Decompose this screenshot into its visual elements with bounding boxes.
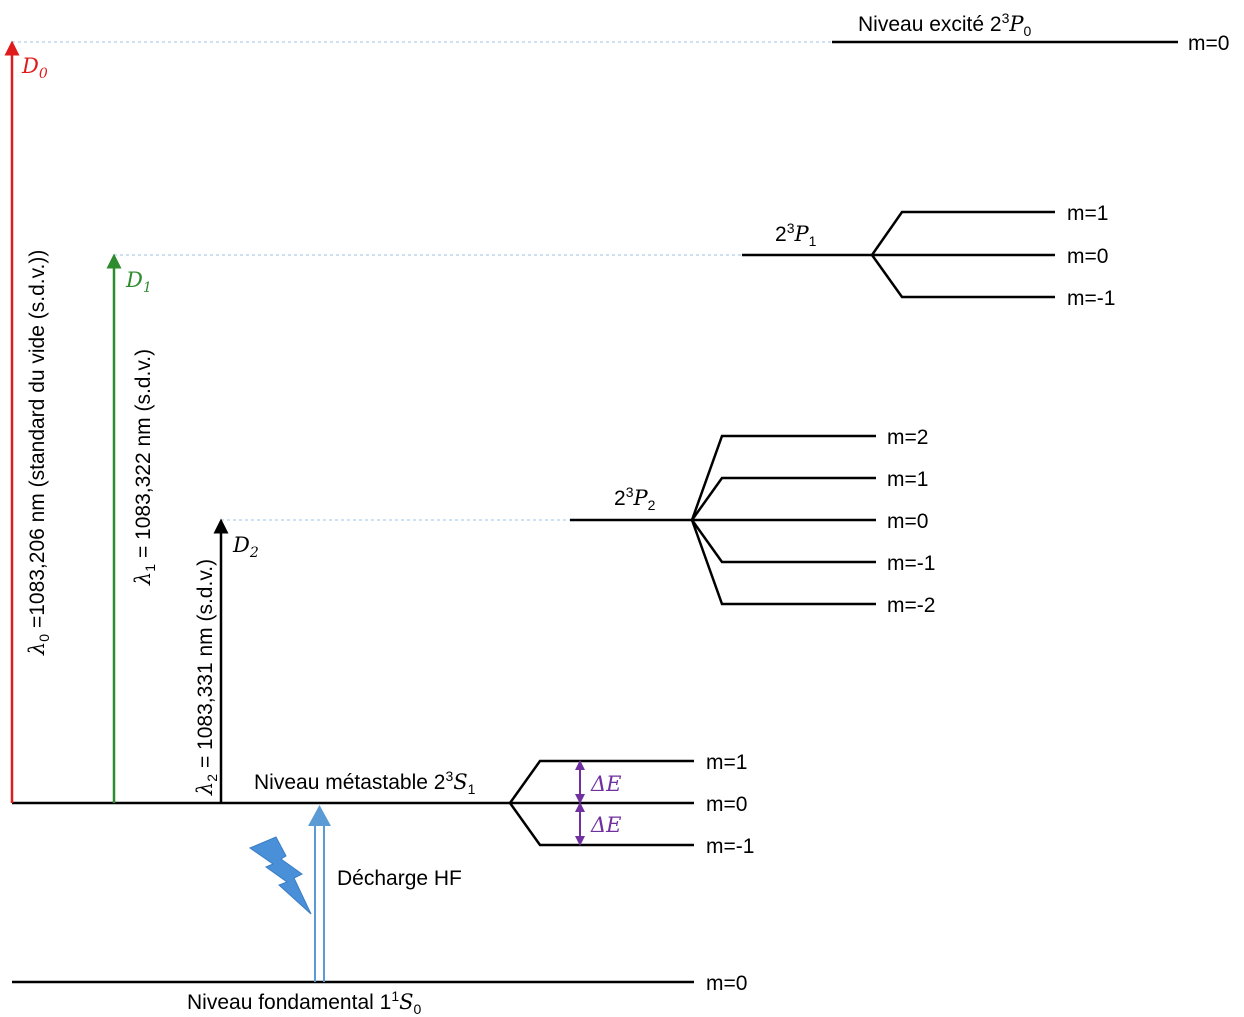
- m-label-s1-1: m=1: [706, 751, 747, 774]
- level-1-1s0: Niveau fondamental 11S0 m=0: [12, 972, 747, 1017]
- excitation-hf-label: Décharge HF: [337, 867, 462, 890]
- level-2-3p1: 23P1 m=1 m=0 m=-1: [742, 202, 1115, 310]
- transition-d1-wavelength: λ1 = 1083,322 nm (s.d.v.): [131, 349, 158, 586]
- hf-arrow-head: [308, 805, 331, 826]
- transition-d0-wavelength: λ0 =1083,206 nm (standard du vide (s.d.v…: [25, 250, 52, 656]
- delta-e-markers: ΔE ΔE: [575, 760, 622, 846]
- delta-e-label-lower: ΔE: [590, 813, 622, 837]
- level-1-1s0-label: Niveau fondamental 11S0: [187, 988, 422, 1017]
- m-label-p2-m2: m=-2: [887, 594, 935, 617]
- m-label-s1-0: m=0: [706, 793, 747, 816]
- level-2-3s1-label: Niveau métastable 23S1: [254, 768, 476, 797]
- transition-d1: D1 λ1 = 1083,322 nm (s.d.v.): [106, 253, 158, 803]
- level-2-3p1-label: 23P1: [775, 220, 817, 249]
- m-label-p0-0: m=0: [1188, 32, 1229, 55]
- level-2-3p2-label: 23P2: [614, 484, 656, 513]
- m-label-s1-m1: m=-1: [706, 835, 754, 858]
- transition-d1-name: D1: [125, 268, 152, 296]
- level-2-3s1: Niveau métastable 23S1 m=1 m=0 m=-1: [12, 751, 754, 858]
- m-label-p2-0: m=0: [887, 510, 928, 533]
- lightning-bolt-icon: [248, 836, 312, 915]
- m-label-p1-m1: m=-1: [1067, 287, 1115, 310]
- transition-d0-name: D0: [21, 54, 48, 82]
- m-label-p1-1: m=1: [1067, 202, 1108, 225]
- m-label-p2-2: m=2: [887, 426, 928, 449]
- transition-d0: D0 λ0 =1083,206 nm (standard du vide (s.…: [4, 40, 52, 803]
- excitation-hf: Décharge HF: [248, 805, 462, 982]
- m-label-s0-0: m=0: [706, 972, 747, 995]
- m-label-p2-1: m=1: [887, 468, 928, 491]
- transition-d2-name: D2: [232, 533, 259, 561]
- transition-d2-wavelength: λ2 = 1083,331 nm (s.d.v.): [193, 559, 220, 796]
- level-2-3p2: 23P2 m=2 m=1 m=0 m=-1 m=-2: [570, 426, 935, 617]
- m-label-p2-m1: m=-1: [887, 552, 935, 575]
- level-2-3p0-label: Niveau excité 23P0: [858, 10, 1032, 39]
- delta-e-label-upper: ΔE: [590, 772, 622, 796]
- level-2-3p0: Niveau excité 23P0 m=0: [832, 10, 1229, 55]
- transition-d2: D2 λ2 = 1083,331 nm (s.d.v.): [193, 518, 259, 803]
- m-label-p1-0: m=0: [1067, 245, 1108, 268]
